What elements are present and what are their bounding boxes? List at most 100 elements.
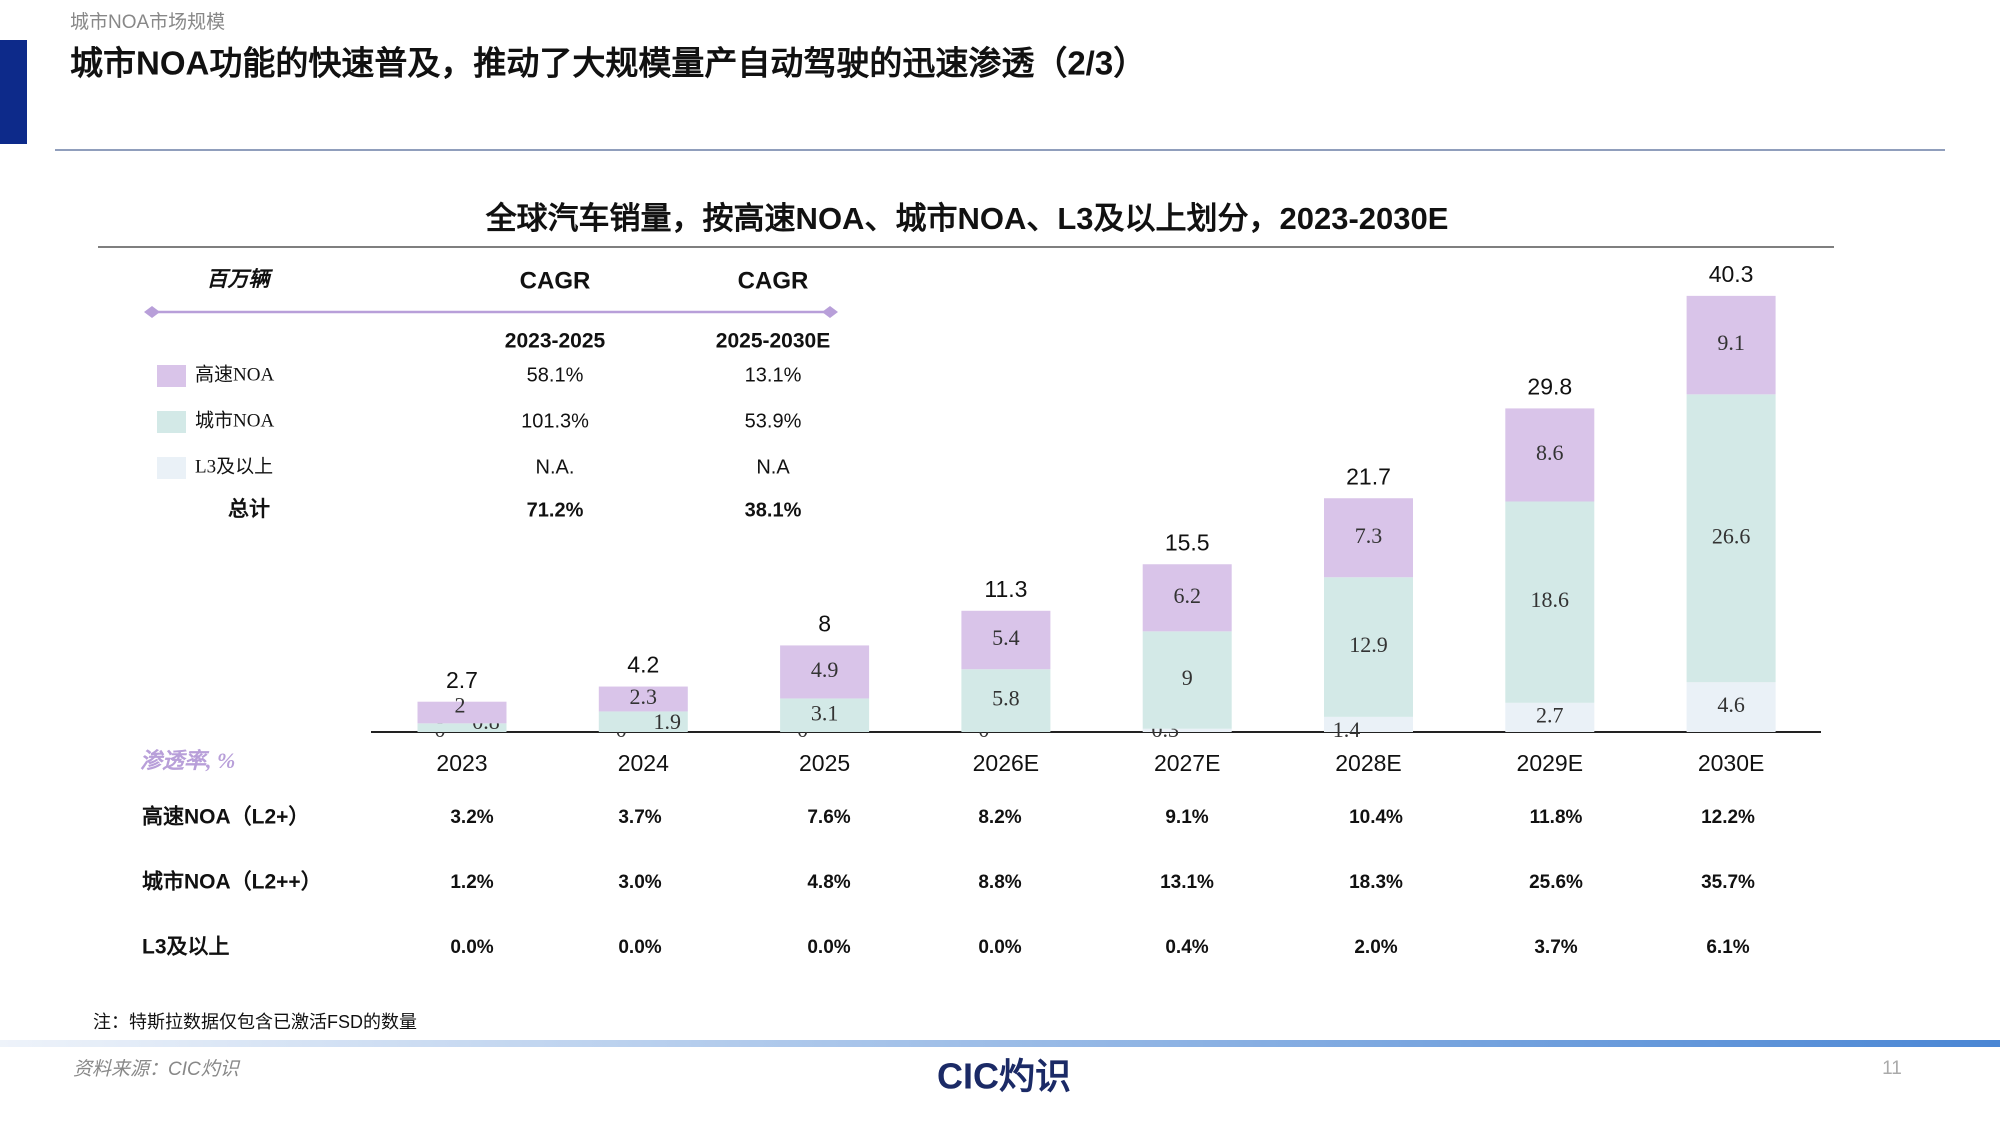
chart-title: 全球汽车销量，按高速NOA、城市NOA、L3及以上划分，2023-2030E xyxy=(485,201,1449,236)
penetration-value: 11.8% xyxy=(1530,807,1583,828)
legend-swatch xyxy=(157,365,186,387)
segment-label: 2 xyxy=(455,693,466,718)
legend-swatch xyxy=(157,411,186,433)
logo: CIC灼识 xyxy=(937,1056,1071,1097)
cagr-value: N.A xyxy=(756,456,790,478)
cagr-value: N.A. xyxy=(536,456,575,478)
segment-label: 26.6 xyxy=(1712,523,1751,548)
penetration-value: 3.0% xyxy=(618,872,661,893)
footer-band xyxy=(0,1040,2000,1047)
cagr-period: 2023-2025 xyxy=(505,330,606,353)
segment-label: 4.6 xyxy=(1717,692,1745,717)
bar-segment xyxy=(780,698,870,732)
cagr-value: 58.1% xyxy=(527,364,584,386)
bar-segment xyxy=(1142,728,1232,732)
x-tick-label: 2024 xyxy=(618,750,669,776)
penetration-value: 10.4% xyxy=(1349,807,1403,828)
legend-label: 城市NOA xyxy=(195,409,274,431)
penetration-value: 12.2% xyxy=(1701,807,1755,828)
bar-segment xyxy=(1324,716,1413,732)
x-tick-label: 2025 xyxy=(799,750,850,776)
penetration-value: 6.1% xyxy=(1706,937,1749,958)
penetration-value: 2.0% xyxy=(1354,937,1397,958)
unit-label: 百万辆 xyxy=(207,267,274,291)
segment-label: 5.8 xyxy=(992,686,1020,711)
segment-label: 12.9 xyxy=(1349,632,1388,657)
bar-segment xyxy=(1686,295,1776,395)
segment-label: 9.1 xyxy=(1717,330,1745,355)
penetration-value: 1.2% xyxy=(450,872,493,893)
penetration-value: 0.4% xyxy=(1165,937,1208,958)
cagr-value: 13.1% xyxy=(745,364,802,386)
segment-label: 4.9 xyxy=(811,657,839,682)
accent-bar xyxy=(0,40,27,144)
total-label: 29.8 xyxy=(1527,373,1572,399)
penetration-value: 3.7% xyxy=(1534,937,1577,958)
total-label: 21.7 xyxy=(1346,463,1391,489)
segment-label: 18.6 xyxy=(1531,587,1570,612)
slide-title: 城市NOA功能的快速普及，推动了大规模量产自动驾驶的迅速渗透（2/3） xyxy=(70,45,1146,82)
note: 注：特斯拉数据仅包含已激活FSD的数量 xyxy=(93,1012,417,1032)
penetration-value: 0.0% xyxy=(618,937,661,958)
penetration-value: 0.0% xyxy=(450,937,493,958)
penetration-value: 13.1% xyxy=(1160,872,1214,893)
cagr-total-label: 总计 xyxy=(228,497,270,521)
segment-label: 6.2 xyxy=(1173,583,1201,608)
bar-segment xyxy=(598,686,688,712)
page-number: 11 xyxy=(1882,1058,1902,1079)
segment-label: 5.4 xyxy=(992,625,1020,650)
legend-label: 高速NOA xyxy=(195,363,274,385)
bar-segment xyxy=(1686,394,1776,683)
bar-segment xyxy=(1142,631,1232,729)
bar-segment xyxy=(961,610,1051,670)
total-label: 2.7 xyxy=(446,667,478,693)
section-label: 城市NOA市场规模 xyxy=(70,11,225,33)
total-label: 11.3 xyxy=(984,576,1027,602)
segment-label: 1.9 xyxy=(654,709,682,734)
penetration-value: 8.8% xyxy=(978,872,1021,893)
penetration-row-label: 城市NOA（L2++） xyxy=(142,870,322,894)
segment-label: 8.6 xyxy=(1536,440,1564,465)
segment-label: 2.3 xyxy=(630,684,658,709)
x-tick-label: 2029E xyxy=(1517,750,1584,776)
cagr-header: CAGR xyxy=(738,267,809,294)
bar-segment xyxy=(1505,501,1595,703)
penetration-row-label: 高速NOA（L2+） xyxy=(142,805,309,829)
segment-label: 7.3 xyxy=(1355,523,1383,548)
bar-segment xyxy=(1142,564,1232,632)
x-tick-label: 2023 xyxy=(436,750,487,776)
penetration-row-label: L3及以上 xyxy=(142,936,230,959)
bar-segment xyxy=(1324,577,1413,717)
x-tick-label: 2027E xyxy=(1154,750,1221,776)
source: 资料来源：CIC灼识 xyxy=(73,1059,241,1080)
segment-label: 3.1 xyxy=(811,700,839,725)
cagr-total: 38.1% xyxy=(745,499,802,521)
legend-label: L3及以上 xyxy=(195,455,273,477)
penetration-value: 4.8% xyxy=(807,872,850,893)
penetration-value: 0.0% xyxy=(807,937,850,958)
cagr-value: 101.3% xyxy=(521,410,589,432)
cagr-period: 2025-2030E xyxy=(716,330,830,353)
x-tick-label: 2030E xyxy=(1698,750,1765,776)
cagr-header: CAGR xyxy=(520,267,591,294)
penetration-value: 9.1% xyxy=(1165,807,1208,828)
x-tick-label: 2026E xyxy=(973,750,1040,776)
penetration-value: 18.3% xyxy=(1349,872,1403,893)
penetration-value: 7.6% xyxy=(807,807,850,828)
penetration-value: 0.0% xyxy=(978,937,1021,958)
penetration-value: 3.7% xyxy=(618,807,661,828)
penetration-title: 渗透率, % xyxy=(140,748,235,773)
bar-segment xyxy=(417,723,507,732)
bar-segment xyxy=(780,645,870,699)
total-label: 8 xyxy=(818,611,831,637)
segment-label: 9 xyxy=(1182,665,1193,690)
bar-segment xyxy=(961,669,1051,732)
total-label: 40.3 xyxy=(1709,261,1754,287)
bar-segment xyxy=(598,711,688,732)
cagr-total: 71.2% xyxy=(527,499,584,521)
total-label: 15.5 xyxy=(1165,529,1210,555)
x-tick-label: 2028E xyxy=(1335,750,1402,776)
bar-segment xyxy=(1324,498,1413,578)
penetration-value: 8.2% xyxy=(978,807,1021,828)
cagr-value: 53.9% xyxy=(745,410,802,432)
